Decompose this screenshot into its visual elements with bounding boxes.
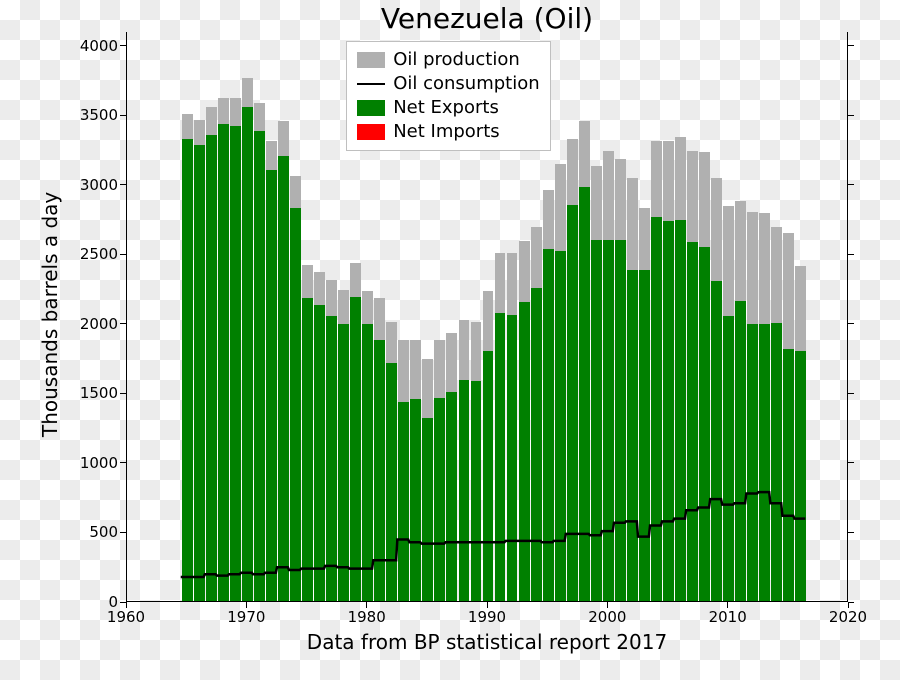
net-exports-bar bbox=[410, 399, 421, 601]
net-exports-bar bbox=[663, 221, 674, 601]
y-tick-mark bbox=[120, 532, 126, 533]
net-exports-bar bbox=[507, 315, 518, 601]
x-tick-mark bbox=[727, 602, 728, 608]
net-exports-bar bbox=[687, 242, 698, 601]
net-exports-bar bbox=[675, 220, 686, 601]
net-exports-bar bbox=[555, 251, 566, 601]
y-tick-mark bbox=[120, 462, 126, 463]
x-tick-mark bbox=[487, 602, 488, 608]
legend-label: Net Exports bbox=[393, 97, 499, 118]
y-tick-mark bbox=[120, 254, 126, 255]
net-exports-bar bbox=[194, 145, 205, 601]
net-exports-bar bbox=[591, 240, 602, 601]
net-exports-bar bbox=[519, 302, 530, 601]
y-tick-mark-right bbox=[848, 323, 854, 324]
net-exports-bar bbox=[651, 217, 662, 601]
x-axis-label: Data from BP statistical report 2017 bbox=[307, 630, 667, 654]
net-exports-bar bbox=[326, 316, 337, 601]
net-exports-bar bbox=[230, 126, 241, 601]
net-exports-bar bbox=[771, 323, 782, 601]
net-exports-bar bbox=[723, 316, 734, 601]
legend-swatch bbox=[357, 52, 385, 68]
y-tick-mark-right bbox=[848, 184, 854, 185]
net-exports-bar bbox=[398, 402, 409, 601]
net-exports-bar bbox=[699, 247, 710, 602]
y-tick-mark-right bbox=[848, 115, 854, 116]
chart-title: Venezuela (Oil) bbox=[381, 2, 593, 35]
net-exports-bar bbox=[350, 297, 361, 601]
net-exports-bar bbox=[302, 298, 313, 601]
net-exports-bar bbox=[795, 351, 806, 601]
net-exports-bar bbox=[290, 208, 301, 601]
net-exports-bar bbox=[747, 324, 758, 601]
net-exports-bar bbox=[639, 270, 650, 601]
x-tick-mark bbox=[246, 602, 247, 608]
legend-label: Oil production bbox=[393, 49, 520, 70]
net-exports-bar bbox=[615, 240, 626, 601]
right-spine bbox=[847, 32, 848, 602]
net-exports-bar bbox=[338, 324, 349, 601]
net-exports-bar bbox=[206, 135, 217, 601]
y-tick-mark-right bbox=[848, 532, 854, 533]
net-exports-bar bbox=[627, 270, 638, 601]
chart-container: Oil production Oil consumption Net Exports… bbox=[126, 32, 848, 602]
y-tick-mark bbox=[120, 393, 126, 394]
net-exports-bar bbox=[266, 170, 277, 601]
legend-item: Oil consumption bbox=[357, 72, 539, 96]
net-exports-bar bbox=[422, 418, 433, 602]
x-tick-mark bbox=[126, 602, 127, 608]
legend-label: Oil consumption bbox=[393, 73, 539, 94]
net-exports-bar bbox=[459, 380, 470, 601]
net-exports-bar bbox=[543, 249, 554, 601]
y-tick-mark-right bbox=[848, 45, 854, 46]
legend: Oil production Oil consumption Net Exports… bbox=[346, 41, 550, 151]
legend-swatch bbox=[357, 100, 385, 116]
y-tick-mark bbox=[120, 115, 126, 116]
y-tick-mark bbox=[120, 45, 126, 46]
net-exports-bar bbox=[711, 281, 722, 601]
x-tick-mark bbox=[607, 602, 608, 608]
x-tick-mark bbox=[848, 602, 849, 608]
legend-item: Oil production bbox=[357, 48, 539, 72]
net-exports-bar bbox=[278, 156, 289, 601]
net-exports-bar bbox=[759, 324, 770, 601]
net-exports-bar bbox=[434, 398, 445, 601]
net-exports-bar bbox=[735, 301, 746, 601]
y-tick-mark-right bbox=[848, 254, 854, 255]
legend-item: Net Exports bbox=[357, 96, 539, 120]
legend-label: Net Imports bbox=[393, 121, 499, 142]
net-exports-bar bbox=[783, 349, 794, 601]
legend-swatch bbox=[357, 124, 385, 140]
net-exports-bar bbox=[374, 340, 385, 601]
net-exports-bar bbox=[483, 351, 494, 601]
net-exports-bar bbox=[242, 107, 253, 601]
y-tick-mark bbox=[120, 323, 126, 324]
net-exports-bar bbox=[218, 124, 229, 601]
y-tick-mark bbox=[120, 184, 126, 185]
x-tick-mark bbox=[366, 602, 367, 608]
net-exports-bar bbox=[471, 381, 482, 601]
net-exports-bar bbox=[362, 324, 373, 601]
legend-item: Net Imports bbox=[357, 120, 539, 144]
net-exports-bar bbox=[495, 313, 506, 601]
net-exports-bar bbox=[314, 305, 325, 601]
net-exports-bar bbox=[386, 363, 397, 601]
y-tick-mark-right bbox=[848, 393, 854, 394]
net-exports-bar bbox=[254, 131, 265, 601]
net-exports-bar bbox=[579, 187, 590, 601]
legend-line-sample bbox=[357, 83, 385, 85]
y-tick-mark-right bbox=[848, 462, 854, 463]
y-axis-label: Thousands barrels a day bbox=[38, 192, 62, 437]
net-exports-bar bbox=[603, 240, 614, 601]
net-exports-bar bbox=[567, 205, 578, 601]
net-exports-bar bbox=[531, 288, 542, 601]
net-exports-bar bbox=[446, 392, 457, 601]
net-exports-bar bbox=[182, 139, 193, 601]
